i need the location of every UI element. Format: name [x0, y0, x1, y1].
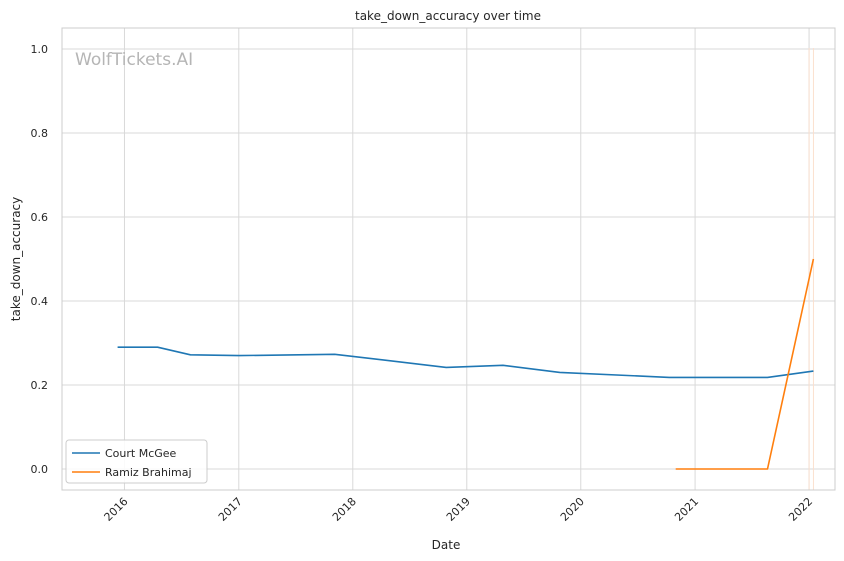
- plot-area-border: [61, 27, 836, 491]
- y-tick-label: 0.2: [31, 379, 49, 392]
- series-lines: [117, 258, 815, 470]
- watermark-text: WolfTickets.AI: [75, 50, 193, 70]
- y-tick-labels: 0.0 0.2 0.4 0.6 0.8 1.0: [31, 43, 49, 476]
- chart-title: take_down_accuracy over time: [355, 9, 541, 23]
- y-tick-label: 0.6: [31, 211, 49, 224]
- y-tick-label: 1.0: [31, 43, 49, 56]
- series-line-court-mcgee: [117, 346, 814, 379]
- y-tick-label: 0.0: [31, 463, 49, 476]
- x-tick-label: 2020: [558, 495, 587, 524]
- legend: Court McGee Ramiz Brahimaj: [65, 439, 208, 484]
- plot-area-background: [62, 28, 835, 490]
- x-tick-label: 2021: [672, 495, 701, 524]
- y-tick-label: 0.4: [31, 295, 49, 308]
- legend-box: [65, 439, 208, 484]
- x-tick-label: 2019: [444, 495, 473, 524]
- x-tick-label: 2017: [216, 495, 245, 524]
- x-tick-label: 2022: [786, 495, 815, 524]
- series-line-ramiz-brahimaj: [675, 258, 815, 470]
- x-tick-label: 2018: [330, 495, 359, 524]
- y-tick-label: 0.8: [31, 127, 49, 140]
- legend-label-court-mcgee: Court McGee: [105, 447, 177, 460]
- y-axis-label: take_down_accuracy: [9, 197, 23, 321]
- legend-label-ramiz-brahimaj: Ramiz Brahimaj: [105, 466, 192, 479]
- x-tick-labels: 2016 2017 2018 2019 2020 2021 2022: [102, 495, 816, 524]
- x-axis-label: Date: [432, 538, 461, 552]
- x-tick-label: 2016: [102, 495, 131, 524]
- reference-lines: [808, 48, 814, 490]
